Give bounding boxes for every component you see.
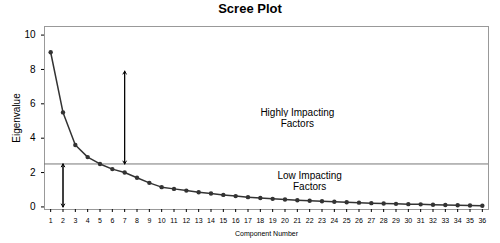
svg-text:Low ImpactingFactors: Low ImpactingFactors [277,170,341,192]
svg-text:3: 3 [73,217,77,224]
svg-text:8: 8 [30,64,36,75]
svg-text:23: 23 [318,217,326,224]
svg-text:10: 10 [24,29,36,40]
svg-text:10: 10 [158,217,166,224]
svg-text:4: 4 [86,217,90,224]
svg-text:21: 21 [293,217,301,224]
svg-text:9: 9 [147,217,151,224]
svg-text:31: 31 [417,217,425,224]
svg-text:34: 34 [454,217,462,224]
svg-text:35: 35 [466,217,474,224]
svg-text:19: 19 [269,217,277,224]
svg-text:18: 18 [256,217,264,224]
svg-text:24: 24 [330,217,338,224]
svg-text:28: 28 [380,217,388,224]
svg-text:29: 29 [392,217,400,224]
svg-text:Component Number: Component Number [235,230,299,238]
svg-text:2: 2 [61,217,65,224]
svg-text:33: 33 [441,217,449,224]
svg-text:5: 5 [98,217,102,224]
svg-text:26: 26 [355,217,363,224]
svg-text:6: 6 [30,98,36,109]
svg-text:15: 15 [219,217,227,224]
svg-text:8: 8 [135,217,139,224]
svg-text:Eigenvalue: Eigenvalue [11,93,22,143]
svg-text:Highly ImpactingFactors: Highly ImpactingFactors [260,107,334,129]
svg-text:12: 12 [182,217,190,224]
svg-text:2: 2 [30,167,36,178]
svg-text:4: 4 [30,132,36,143]
svg-text:17: 17 [244,217,252,224]
svg-text:7: 7 [123,217,127,224]
svg-text:36: 36 [478,217,486,224]
svg-text:14: 14 [207,217,215,224]
html-text:Scree Plot: Scree Plot [218,1,282,16]
svg-text:13: 13 [195,217,203,224]
svg-text:22: 22 [306,217,314,224]
svg-text:11: 11 [170,217,177,224]
svg-text:16: 16 [232,217,240,224]
svg-text:0: 0 [30,201,36,212]
svg-text:1: 1 [49,217,53,224]
svg-text:30: 30 [404,217,412,224]
svg-text:25: 25 [343,217,351,224]
svg-text:32: 32 [429,217,437,224]
svg-text:6: 6 [110,217,114,224]
svg-text:20: 20 [281,217,289,224]
svg-text:27: 27 [367,217,375,224]
